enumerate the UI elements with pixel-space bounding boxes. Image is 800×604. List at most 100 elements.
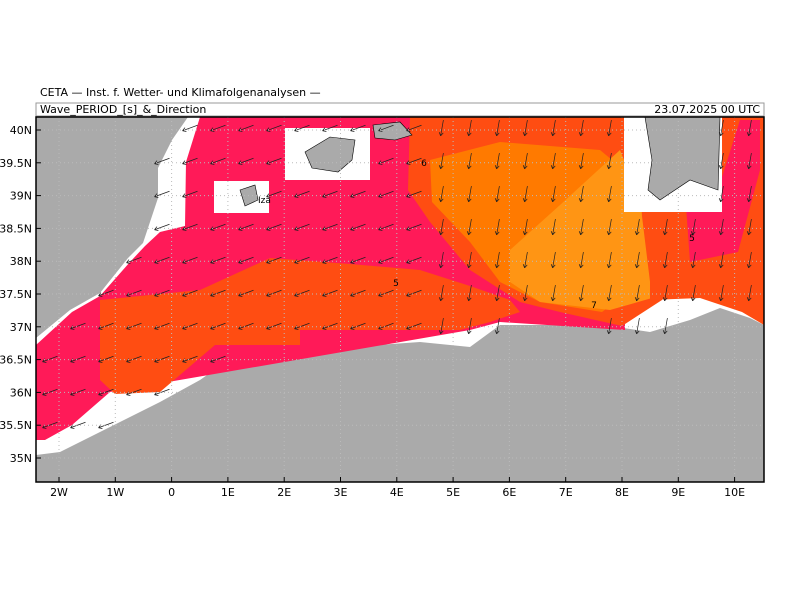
arrow xyxy=(690,219,696,236)
arrow xyxy=(606,153,612,170)
arrow xyxy=(606,252,612,269)
arrow xyxy=(238,289,254,297)
arrow xyxy=(438,120,444,137)
arrow xyxy=(522,285,528,302)
contour-label: 5 xyxy=(689,234,695,244)
arrow xyxy=(378,322,394,330)
direction-arrows xyxy=(42,120,752,429)
arrow xyxy=(578,285,584,302)
lon-label: 5E xyxy=(446,486,460,499)
arrow xyxy=(350,256,366,264)
arrow xyxy=(98,322,114,330)
lat-label: 40N xyxy=(10,124,32,137)
arrow xyxy=(494,219,500,236)
arrow xyxy=(606,120,612,137)
arrow xyxy=(126,289,142,297)
arrow xyxy=(182,256,198,264)
arrow xyxy=(98,289,114,297)
lat-label: 39N xyxy=(10,190,32,203)
arrow xyxy=(662,285,668,302)
arrow xyxy=(662,219,668,236)
arrow xyxy=(634,219,640,236)
arrow xyxy=(494,318,500,335)
arrow xyxy=(578,186,584,203)
arrow xyxy=(690,252,696,269)
arrow xyxy=(126,256,142,264)
menorca xyxy=(372,121,413,141)
arrow xyxy=(466,153,472,170)
arrow xyxy=(746,153,752,170)
lat-label: 37N xyxy=(10,321,32,334)
arrow xyxy=(550,153,556,170)
arrow xyxy=(746,252,752,269)
region-east-5 xyxy=(686,120,760,262)
lon-label: 2E xyxy=(277,486,291,499)
arrow xyxy=(210,289,226,297)
region-period-5-6 xyxy=(100,258,520,394)
arrow xyxy=(322,289,338,297)
region-period-7 xyxy=(510,150,652,310)
lon-label: 3E xyxy=(334,486,348,499)
arrow xyxy=(466,318,472,335)
lon-label: 2W xyxy=(50,486,68,499)
arrow xyxy=(494,252,500,269)
frame xyxy=(35,116,765,483)
lat-label: 36.5N xyxy=(0,354,32,367)
arrow xyxy=(746,285,752,302)
institute: CETA — Inst. f. Wetter- und Klimafolgena… xyxy=(40,86,321,99)
place-label: Iza xyxy=(258,196,271,206)
arrow xyxy=(690,285,696,302)
arrow xyxy=(438,153,444,170)
arrow xyxy=(522,219,528,236)
arrow xyxy=(294,322,310,330)
arrow xyxy=(154,322,170,330)
lat-label: 37.5N xyxy=(0,288,32,301)
arrow xyxy=(494,186,500,203)
arrow xyxy=(466,120,472,137)
lon-label: 8E xyxy=(615,486,629,499)
arrow xyxy=(238,322,254,330)
arrow xyxy=(746,219,752,236)
arrow xyxy=(466,219,472,236)
arrow xyxy=(438,219,444,236)
arrow xyxy=(350,322,366,330)
arrow xyxy=(550,219,556,236)
arrow xyxy=(522,252,528,269)
lon-label: 10E xyxy=(724,486,745,499)
arrow xyxy=(578,219,584,236)
arrow xyxy=(606,285,612,302)
arrow xyxy=(154,289,170,297)
arrow xyxy=(294,256,310,264)
arrow xyxy=(550,252,556,269)
island-margin xyxy=(214,181,269,213)
arrow xyxy=(466,252,472,269)
arrow xyxy=(522,153,528,170)
arrow xyxy=(578,153,584,170)
lat-label: 35N xyxy=(10,452,32,465)
arrow xyxy=(210,322,226,330)
arrow xyxy=(406,256,422,264)
arrow xyxy=(154,256,170,264)
ticks: 40N 39.5N 39N 38.5N 38N 37.5N 37N 36.5N 36N 35.5N… xyxy=(0,124,745,499)
lon-label: 9E xyxy=(671,486,685,499)
lat-label: 36N xyxy=(10,386,32,399)
arrow xyxy=(438,252,444,269)
arrow xyxy=(494,285,500,302)
arrow xyxy=(718,186,724,203)
arrow xyxy=(718,219,724,236)
arrow xyxy=(522,186,528,203)
arrow xyxy=(466,186,472,203)
arrow xyxy=(578,120,584,137)
arrow xyxy=(634,252,640,269)
arrow xyxy=(606,219,612,236)
mallorca xyxy=(304,136,356,173)
arrow xyxy=(210,256,226,264)
lon-label: 7E xyxy=(559,486,573,499)
arrow xyxy=(322,322,338,330)
arrow xyxy=(550,285,556,302)
arrow xyxy=(266,322,282,330)
lon-label: 0 xyxy=(168,486,175,499)
map-area: 6 5 5 7 Iza xyxy=(36,117,764,482)
lat-label: 39.5N xyxy=(0,157,32,170)
